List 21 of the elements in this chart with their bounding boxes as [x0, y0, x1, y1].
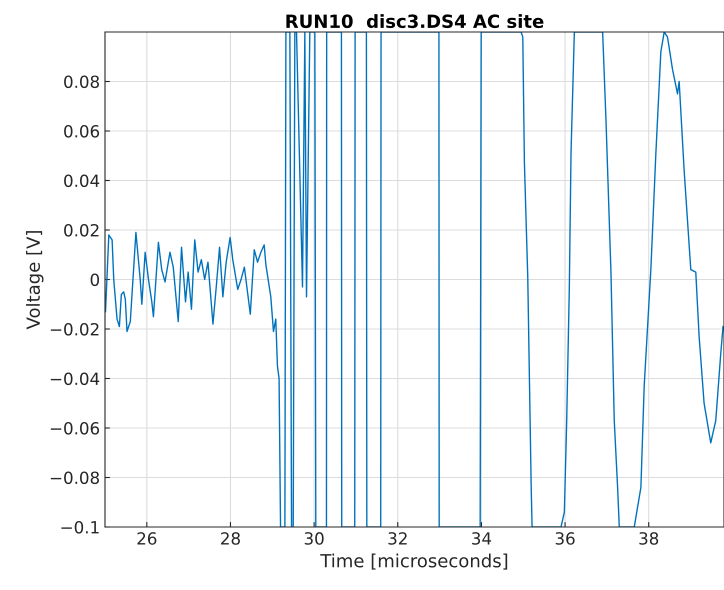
- y-tick-label: −0.06: [50, 422, 100, 435]
- x-tick-label: 30: [304, 532, 324, 545]
- x-axis-title: Time [microseconds]: [320, 554, 508, 570]
- line-series: [105, 32, 724, 527]
- y-tick-label: 0.08: [64, 75, 99, 88]
- y-tick-label: −0.08: [50, 471, 99, 484]
- y-tick-label: 0.02: [64, 224, 98, 237]
- x-tick-label: 34: [472, 532, 492, 545]
- y-tick-label: −0.02: [50, 322, 98, 336]
- y-tick-label: −0.1: [61, 520, 99, 534]
- x-tick-label: 28: [221, 532, 240, 545]
- y-tick-label: 0.06: [64, 124, 100, 138]
- x-tick-label: 38: [639, 532, 658, 545]
- y-tick-label: −0.04: [50, 372, 100, 386]
- y-tick-label: 0: [90, 273, 100, 286]
- x-tick-label: 26: [137, 532, 156, 545]
- x-tick-label: 36: [556, 532, 575, 545]
- y-tick-label: 0.04: [64, 174, 100, 188]
- x-tick-label: 32: [388, 532, 407, 545]
- chart-title: RUN10 disc3.DS4 AC site: [286, 14, 544, 28]
- y-axis-title: Voltage [V]: [26, 231, 44, 330]
